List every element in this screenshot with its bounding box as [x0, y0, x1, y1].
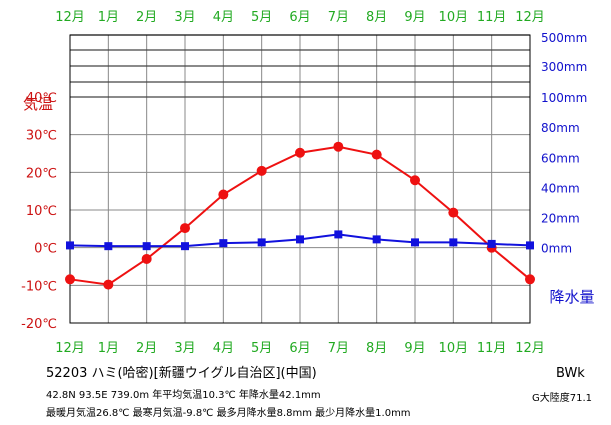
- precipitation-series: [66, 230, 534, 251]
- month-label-top: 7月: [328, 10, 349, 25]
- month-label-bottom: 12月: [55, 341, 85, 356]
- month-label-bottom: 1月: [98, 341, 119, 356]
- temperature-tick: 20℃: [26, 166, 57, 181]
- temperature-point: [180, 223, 190, 234]
- temperature-tick: 10℃: [26, 204, 57, 219]
- precipitation-point: [526, 241, 534, 250]
- temperature-point: [410, 175, 420, 186]
- month-label-top: 9月: [404, 10, 425, 25]
- month-label-top: 8月: [366, 10, 387, 25]
- precipitation-tick: 40mm: [541, 181, 580, 195]
- month-label-top: 5月: [251, 10, 272, 25]
- month-label-top: 6月: [289, 10, 310, 25]
- month-label-bottom: 10月: [439, 341, 469, 356]
- temperature-tick: -10℃: [21, 279, 57, 294]
- month-label-top: 11月: [477, 10, 507, 25]
- climate-code: BWk: [556, 366, 585, 381]
- month-label-top: 12月: [515, 10, 545, 25]
- temperature-point: [256, 165, 267, 176]
- temperature-tick: 30℃: [26, 129, 57, 144]
- precipitation-point: [142, 242, 151, 251]
- month-label-top: 4月: [213, 10, 234, 25]
- precipitation-point: [219, 239, 228, 248]
- precipitation-tick-upper: 500mm: [541, 31, 587, 45]
- continentality-index: G大陸度71.1: [532, 393, 593, 404]
- month-label-top: 2月: [136, 10, 157, 25]
- month-label-bottom: 12月: [515, 341, 545, 356]
- temperature-point: [295, 147, 305, 158]
- precipitation-point: [372, 235, 381, 244]
- precipitation-tick: 20mm: [541, 212, 580, 226]
- month-label-bottom: 9月: [404, 341, 425, 356]
- precipitation-axis-label: 降水量: [549, 288, 594, 306]
- precipitation-tick: 80mm: [541, 121, 580, 135]
- temperature-tick: 0℃: [34, 242, 57, 257]
- chart-svg: 12月 12月 1月 1月 2月 2月 3月 3月 4月 4月 5月 5月 6月 6月 7月 7月 8月 8月 9月…: [21, 10, 594, 356]
- station-summary: 42.8N 93.5E 739.0m 年平均気温10.3℃ 年降水量42.1mm: [46, 390, 321, 401]
- precipitation-point: [66, 241, 74, 250]
- month-label-bottom: 2月: [136, 341, 157, 356]
- temperature-point: [141, 253, 152, 264]
- precipitation-point: [257, 238, 266, 247]
- temperature-point: [448, 207, 459, 218]
- month-label-top: 3月: [174, 10, 195, 25]
- precipitation-point: [104, 242, 113, 251]
- month-label-top: 1月: [98, 10, 119, 25]
- month-label-top: 10月: [439, 10, 469, 25]
- precipitation-point: [449, 238, 458, 247]
- month-label-bottom: 11月: [477, 341, 507, 356]
- precipitation-point: [487, 239, 496, 248]
- precipitation-point: [181, 242, 189, 251]
- month-label-bottom: 7月: [328, 341, 349, 356]
- axis-labels: 12月 12月 1月 1月 2月 2月 3月 3月 4月 4月 5月 5月 6月 6月 7月 7月 8月 8月 9月…: [21, 10, 594, 356]
- month-label-bottom: 5月: [251, 341, 272, 356]
- temperature-point: [103, 279, 114, 290]
- precipitation-point: [296, 235, 304, 244]
- station-title: 52203 ハミ(哈密)[新疆ウイグル自治区](中国): [46, 366, 317, 381]
- grid-lines: [69, 34, 531, 324]
- month-label-bottom: 4月: [213, 341, 234, 356]
- precipitation-tick: 100mm: [541, 91, 587, 105]
- temperature-point: [65, 274, 75, 285]
- station-extremes: 最暖月気温26.8℃ 最寒月気温-9.8℃ 最多月降水量8.8mm 最少月降水量…: [46, 408, 411, 419]
- temperature-series: [65, 141, 535, 290]
- month-label-bottom: 8月: [366, 341, 387, 356]
- precipitation-tick-upper: 300mm: [541, 60, 587, 74]
- temperature-point: [333, 141, 344, 152]
- month-label-top: 12月: [55, 10, 85, 25]
- precipitation-tick: 0mm: [541, 242, 572, 256]
- temperature-tick: 40℃: [26, 91, 57, 106]
- month-label-bottom: 6月: [289, 341, 310, 356]
- precipitation-tick: 60mm: [541, 151, 580, 165]
- temperature-point: [371, 149, 382, 160]
- month-label-bottom: 3月: [174, 341, 195, 356]
- temperature-point: [525, 274, 535, 285]
- temperature-point: [218, 189, 229, 200]
- precipitation-point: [334, 230, 343, 239]
- precipitation-point: [411, 238, 419, 247]
- plot-frame: [69, 34, 531, 324]
- temperature-axis-label: 気温: [23, 95, 53, 113]
- temperature-tick: -20℃: [21, 317, 57, 332]
